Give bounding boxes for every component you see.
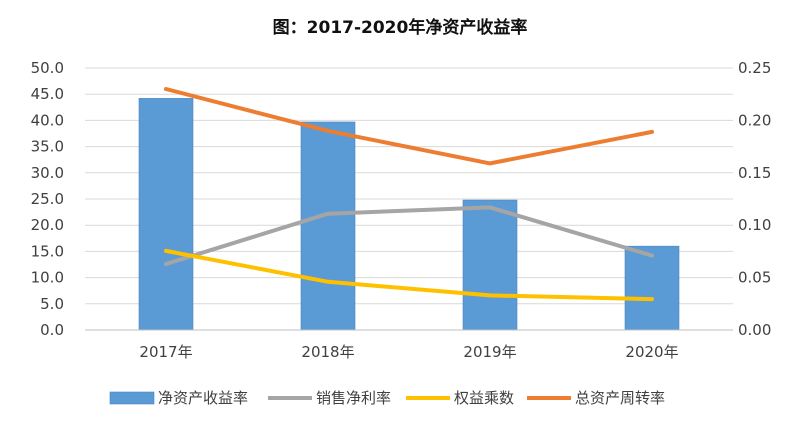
- x-tick-label: 2018年: [301, 343, 354, 361]
- legend-label: 净资产收益率: [158, 389, 248, 407]
- y-right-tick-label: 0.10: [738, 216, 771, 234]
- y-right-tick-label: 0.00: [738, 321, 771, 339]
- y-right-tick-label: 0.25: [738, 59, 771, 77]
- y-left-tick-label: 5.0: [40, 295, 64, 313]
- y-left-tick-label: 35.0: [31, 138, 64, 156]
- legend: 净资产收益率 销售净利率 权益乘数 总资产周转率: [109, 389, 665, 407]
- legend-label: 销售净利率: [316, 389, 391, 407]
- y-left-tick-label: 15.0: [31, 242, 64, 260]
- y-left-tick-label: 20.0: [31, 216, 64, 234]
- legend-swatch: [109, 391, 155, 405]
- y-left-tick-label: 50.0: [31, 59, 64, 77]
- y-left-tick-label: 0.0: [40, 321, 64, 339]
- y-left-tick-label: 30.0: [31, 164, 64, 182]
- legend-label: 总资产周转率: [575, 389, 665, 407]
- legend-label: 权益乘数: [454, 389, 514, 407]
- line-layer: [164, 87, 654, 302]
- series-line: [164, 205, 654, 266]
- chart-title: 图：2017-2020年净资产收益率: [273, 17, 528, 38]
- x-tick-label: 2020年: [625, 343, 678, 361]
- x-tick-label: 2017年: [139, 343, 192, 361]
- y-left-tick-label: 10.0: [31, 269, 64, 287]
- bar: [300, 121, 356, 331]
- x-tick-label: 2019年: [463, 343, 516, 361]
- bar: [624, 245, 680, 331]
- bar: [138, 98, 194, 331]
- series-line: [164, 248, 654, 302]
- y-left-tick-label: 25.0: [31, 190, 64, 208]
- bar: [462, 199, 518, 331]
- series-line: [164, 87, 654, 166]
- y-right-tick-label: 0.20: [738, 111, 771, 129]
- y-left-tick-label: 45.0: [31, 85, 64, 103]
- y-right-tick-label: 0.15: [738, 164, 771, 182]
- bar-layer: [138, 98, 680, 331]
- axis-layer: 0.0 5.0 10.0 15.0 20.0 25.0 30.0 35.0 40.0 45.0 50…: [31, 59, 772, 361]
- y-left-tick-label: 40.0: [31, 111, 64, 129]
- y-right-tick-label: 0.05: [738, 269, 771, 287]
